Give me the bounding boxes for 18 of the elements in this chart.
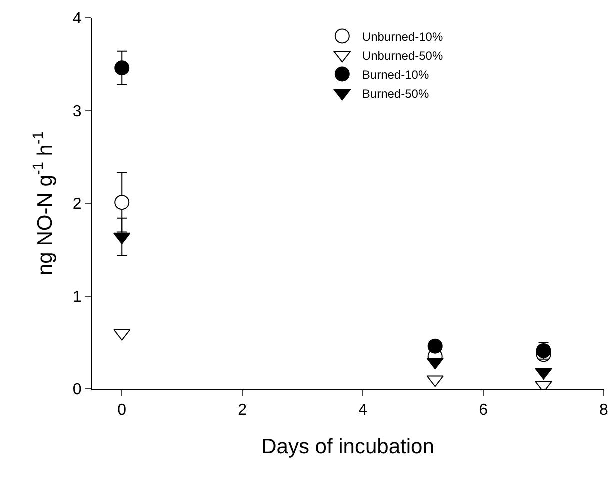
y-tick-label: 2: [72, 196, 82, 214]
y-tick-label: 1: [72, 288, 82, 306]
y-tick-label: 4: [72, 10, 82, 28]
point: [114, 195, 130, 210]
x-tick-label: 0: [118, 402, 127, 420]
point: [114, 60, 130, 76]
legend-label: Unburned-50%: [362, 48, 444, 63]
legend-label: Unburned-10%: [362, 30, 444, 44]
x-tick-label: 2: [238, 402, 248, 420]
legend-label: Burned-50%: [362, 86, 430, 101]
y-tick-label: 0: [72, 382, 82, 399]
x-tick-label: 6: [479, 402, 488, 420]
point: [428, 338, 443, 354]
y-tick-label: 3: [72, 103, 82, 120]
x-tick-label: 8: [600, 402, 609, 420]
x-tick-label: 4: [358, 402, 368, 420]
legend-label: Burned-10%: [362, 68, 430, 82]
x-axis-title: Days of incubation: [262, 435, 434, 458]
